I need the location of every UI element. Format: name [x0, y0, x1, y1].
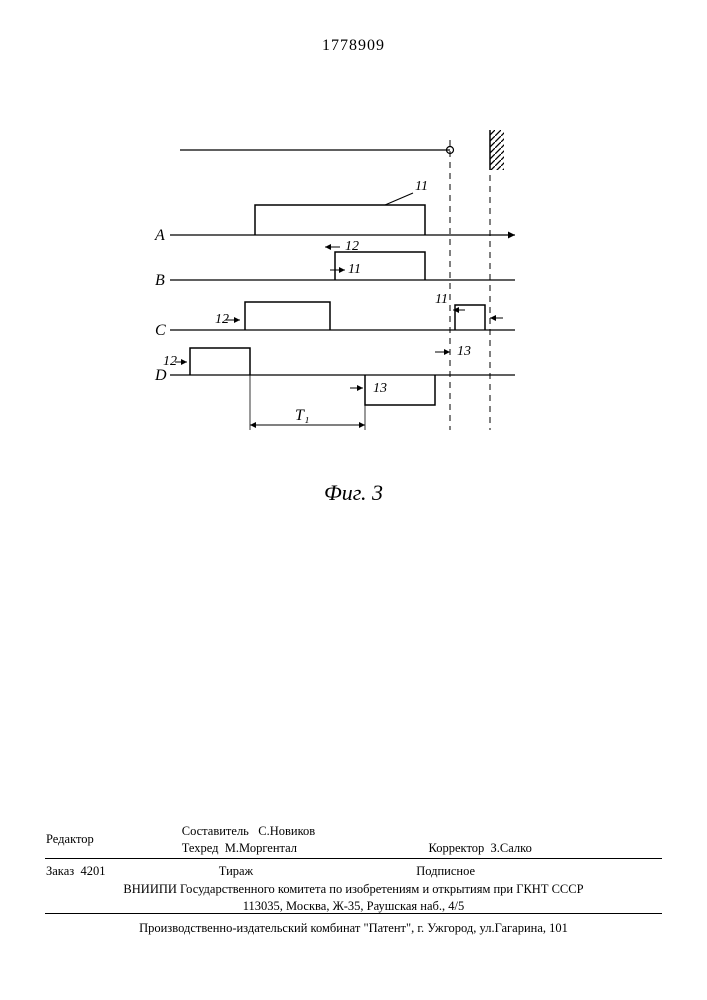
divider-2: [45, 913, 662, 914]
org-line1: ВНИИПИ Государственного комитета по изоб…: [123, 882, 583, 896]
compiler-label: Составитель: [182, 824, 249, 838]
order-number: 4201: [80, 864, 105, 878]
period-label: T₁: [295, 407, 309, 424]
divider-1: [45, 858, 662, 859]
label-d-13b: 13: [457, 344, 471, 359]
label-d-12: 12: [163, 354, 177, 369]
label-b-12: 12: [345, 239, 359, 254]
techred-label: Техред: [182, 841, 219, 855]
channel-d-label: D: [154, 367, 167, 384]
footer-publisher: Производственно-издательский комбинат "П…: [45, 920, 662, 937]
circulation-label: Тираж: [219, 864, 253, 878]
channel-c-label: C: [155, 322, 166, 339]
compiler-name: С.Новиков: [258, 824, 315, 838]
techred-name: М.Моргентал: [225, 841, 297, 855]
label-a-11: 11: [415, 179, 428, 194]
label-d-13a: 13: [373, 381, 387, 396]
publisher-line: Производственно-издательский комбинат "П…: [139, 921, 568, 935]
editor-label: Редактор: [46, 832, 94, 846]
figure-caption: Фиг. 3: [0, 480, 707, 506]
page: 1778909 A: [0, 0, 707, 1000]
org-line2: 113035, Москва, Ж-35, Раушская наб., 4/5: [243, 899, 464, 913]
footer-credits: Редактор Составитель С.Новиков Техред М.…: [45, 822, 662, 858]
label-c-12: 12: [215, 312, 229, 327]
label-c-11: 11: [435, 292, 448, 307]
subscription-label: Подписное: [416, 864, 475, 878]
document-number: 1778909: [0, 37, 707, 55]
channel-a-label: A: [154, 227, 165, 244]
label-b-11: 11: [348, 262, 361, 277]
footer-order: Заказ 4201 Тираж Подписное ВНИИПИ Госуда…: [45, 862, 662, 915]
corrector-name: З.Салко: [491, 841, 532, 855]
order-label: Заказ: [46, 864, 74, 878]
channel-b-label: B: [155, 272, 165, 289]
timing-diagram: A 11 B 12 11 C 12 11: [135, 130, 535, 470]
corrector-label: Корректор: [429, 841, 485, 855]
